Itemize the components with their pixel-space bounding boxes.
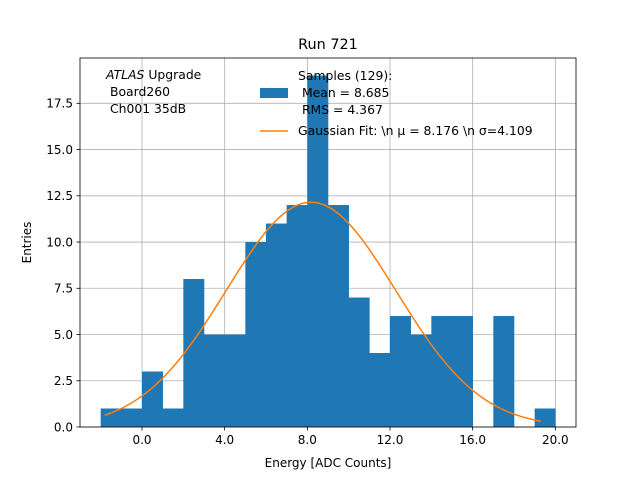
y-tick-label: 12.5 (46, 189, 73, 203)
plot-frame (79, 57, 577, 428)
y-tick-label: 10.0 (46, 235, 73, 249)
histogram-bar (204, 334, 225, 427)
histogram-bar (162, 408, 184, 427)
histogram-bar (452, 316, 473, 427)
histogram-bar (100, 408, 122, 427)
y-tick-label: 5.0 (54, 328, 73, 342)
histogram-bar (286, 205, 308, 427)
y-tick-label: 15.0 (46, 143, 73, 157)
histogram-bar (431, 316, 453, 427)
x-tick-label: 0.0 (132, 433, 151, 447)
histogram-bar (534, 408, 556, 427)
gaussian-fit-line (104, 201, 542, 422)
histogram-bar (121, 408, 143, 427)
annotation-atlas-word: ATLAS (105, 67, 145, 82)
legend-histogram-swatch (260, 88, 288, 98)
x-axis-ticks: 0.0 4.0 8.0 12.0 16.0 20.0 (132, 427, 569, 447)
histogram-bar (245, 242, 267, 427)
annotation-upgrade-word: Upgrade (144, 67, 201, 82)
histogram-bar (390, 316, 411, 427)
y-axis-ticks: 0.0 2.5 5.0 7.5 10.0 12.5 15.0 17.5 (46, 97, 80, 434)
x-tick-label: 4.0 (215, 433, 234, 447)
histogram-bar (183, 279, 205, 427)
x-tick-label: 20.0 (542, 433, 569, 447)
y-tick-label: 17.5 (46, 97, 73, 111)
histogram-bar (369, 353, 391, 427)
annotation-line-1: ATLAS Upgrade (105, 67, 201, 82)
histogram-bar (142, 371, 163, 427)
y-tick-label: 0.0 (54, 420, 73, 434)
y-axis-label: Entries (20, 222, 34, 264)
x-axis-label: Energy [ADC Counts] (265, 456, 392, 470)
annotation-line-3: Ch001 35dB (106, 101, 186, 116)
histogram-bar (410, 334, 432, 427)
histogram-bars (100, 75, 556, 428)
atlas-annotation: ATLAS Upgrade Board260 Ch001 35dB (105, 67, 201, 116)
histogram-bar (266, 223, 287, 427)
histogram-bar (348, 297, 370, 427)
y-tick-label: 2.5 (54, 374, 73, 388)
histogram-bar (307, 75, 329, 428)
histogram-bar (328, 205, 349, 427)
legend: Samples (129): Mean = 8.685 RMS = 4.367 … (260, 68, 533, 138)
legend-histogram-line-1: Samples (129): (298, 68, 392, 83)
x-tick-label: 8.0 (298, 433, 317, 447)
chart-title: Run 721 (298, 37, 358, 53)
legend-histogram-line-3: RMS = 4.367 (298, 102, 383, 117)
histogram-bar (224, 334, 246, 427)
annotation-line-2: Board260 (106, 84, 170, 99)
y-tick-label: 7.5 (54, 282, 73, 296)
histogram-bar (493, 316, 515, 427)
legend-fit-label: Gaussian Fit: \n μ = 8.176 \n σ=4.109 (298, 123, 533, 138)
legend-histogram-line-2: Mean = 8.685 (298, 85, 389, 100)
x-tick-label: 16.0 (459, 433, 486, 447)
x-tick-label: 12.0 (377, 433, 404, 447)
